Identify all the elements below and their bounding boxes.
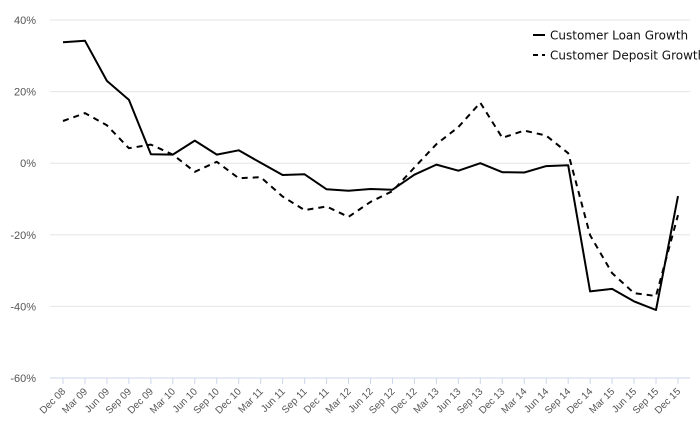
gridlines [50,19,690,307]
y-axis: 40% 20% 0% -20% -40% -60% [10,15,36,385]
legend-label-deposit: Customer Deposit Growth [550,49,700,63]
series-lines [62,39,679,311]
legend-label-loan: Customer Loan Growth [550,29,688,43]
series-line-deposit-growth [62,101,679,297]
y-tick-label: -20% [10,230,36,242]
y-tick-label: 20% [14,87,36,99]
legend: Customer Loan Growth Customer Deposit Gr… [533,29,700,63]
x-tick-label: Mar 11 [237,386,267,416]
y-tick-label: 0% [20,158,36,170]
y-tick-label: -60% [10,373,36,385]
series-line-loan-growth [62,39,679,311]
y-tick-label: 40% [14,15,36,27]
y-tick-label: -40% [10,301,36,313]
